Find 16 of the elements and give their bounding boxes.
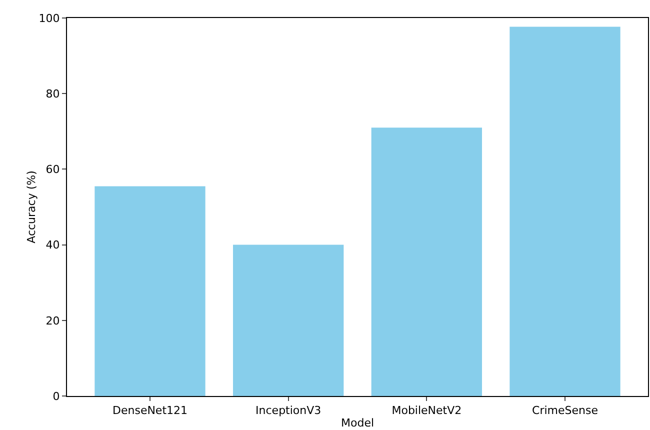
y-tick-label: 0 [52, 390, 60, 403]
y-tick-label: 60 [46, 163, 60, 176]
x-tick-label: CrimeSense [532, 404, 598, 418]
x-tick-label: DenseNet121 [112, 404, 188, 418]
x-axis-title: Model [340, 416, 374, 430]
y-tick-label: 20 [46, 314, 60, 328]
x-tick-label: InceptionV3 [256, 404, 322, 418]
x-tick-label: MobileNetV2 [392, 404, 462, 418]
bar [94, 186, 206, 396]
y-tick-label: 100 [38, 12, 60, 25]
y-axis-title: Accuracy (%) [25, 170, 38, 244]
bar [233, 244, 344, 396]
bar [371, 128, 482, 396]
y-tick-label: 40 [46, 238, 60, 252]
y-tick-label: 80 [46, 87, 60, 100]
bar [510, 26, 620, 396]
